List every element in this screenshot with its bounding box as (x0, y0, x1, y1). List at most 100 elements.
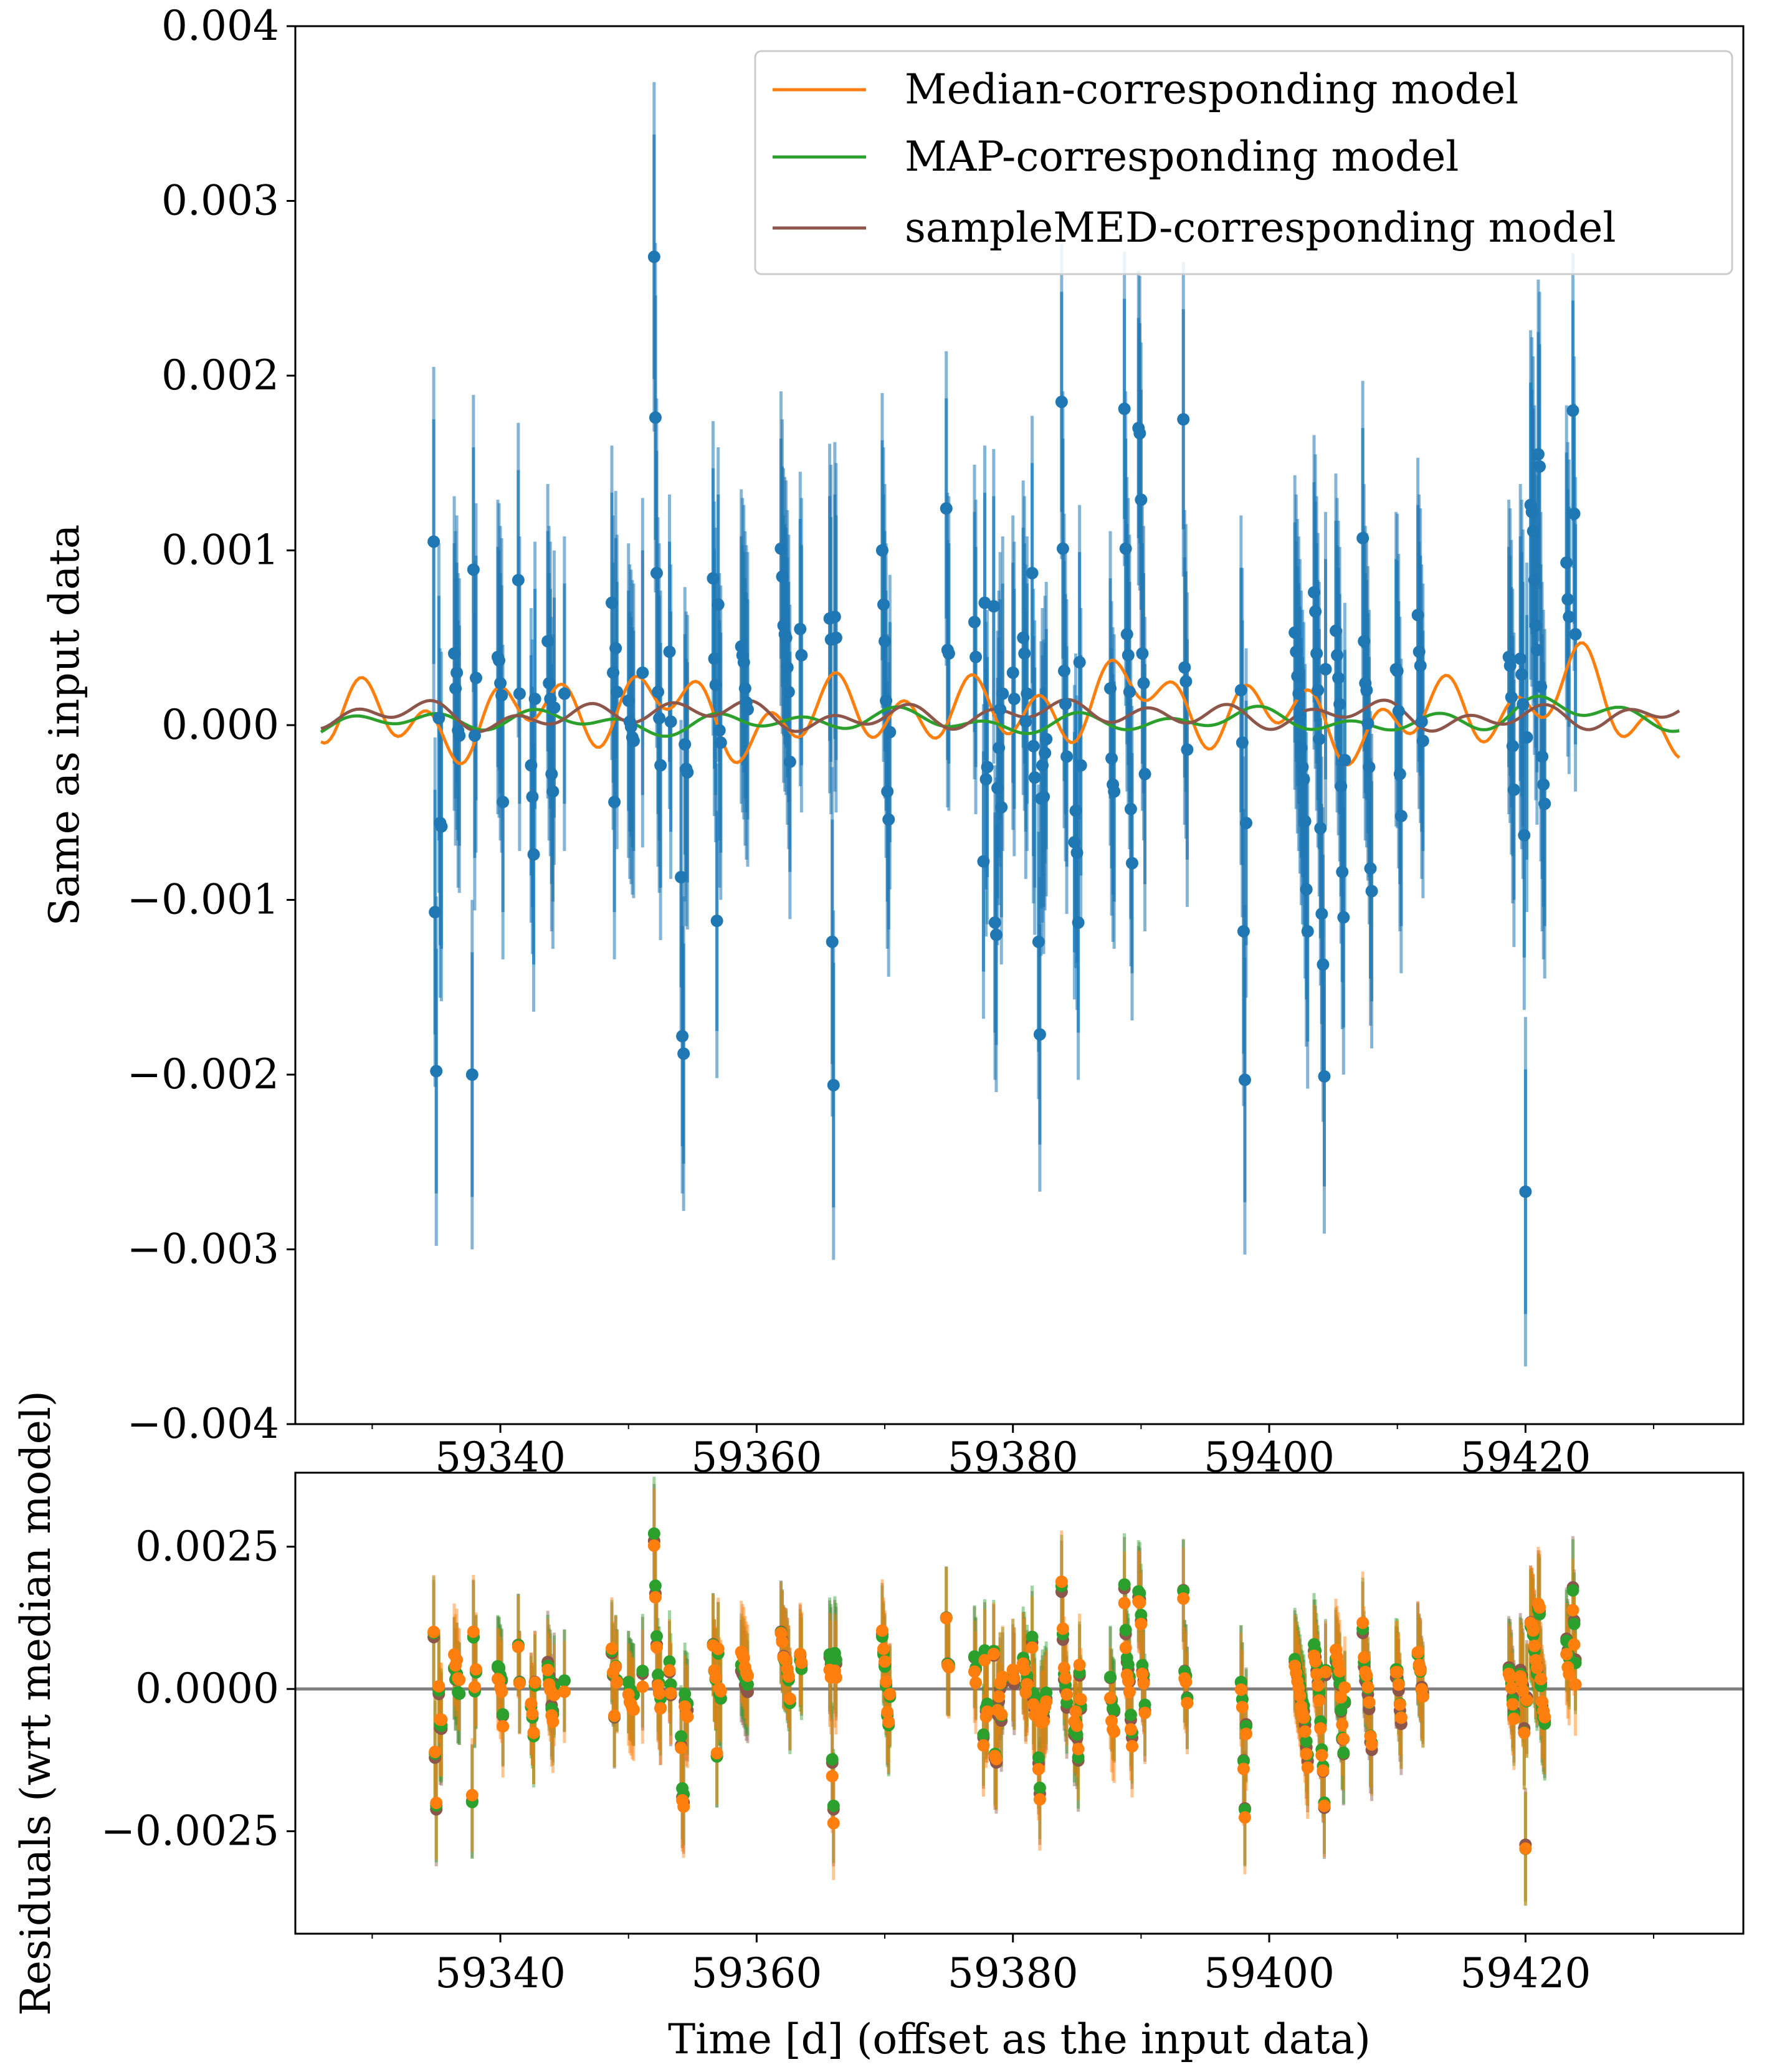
residual-point-s2-67 (737, 1651, 750, 1665)
data-point-98 (969, 650, 983, 663)
data-point-233 (1538, 797, 1551, 810)
data-point-189 (1335, 780, 1348, 793)
residual-point-s2-161 (1237, 1762, 1250, 1775)
residual-point-s1-99 (977, 1728, 990, 1741)
data-point-127 (1055, 396, 1068, 409)
residual-point-s2-102 (981, 1705, 994, 1718)
residual-point-s2-89 (879, 1655, 892, 1668)
data-point-147 (1124, 802, 1137, 815)
data-point-108 (994, 703, 1007, 716)
residual-point-s2-204 (1393, 1698, 1406, 1711)
residual-point-s2-142 (1118, 1597, 1131, 1610)
residual-point-s2-54 (677, 1800, 690, 1813)
residual-point-s1-86 (829, 1653, 842, 1666)
data-point-76 (781, 661, 794, 674)
residual-point-s2-221 (1520, 1694, 1533, 1707)
data-point-77 (782, 685, 795, 698)
top-ytick-label-1: −0.003 (127, 1225, 279, 1273)
data-point-187 (1332, 672, 1345, 685)
data-point-204 (1393, 767, 1406, 781)
data-point-14 (469, 672, 482, 685)
residual-point-s2-19 (497, 1720, 510, 1733)
residual-point-s2-178 (1312, 1679, 1325, 1692)
data-point-31 (548, 701, 561, 714)
residual-point-s2-100 (978, 1654, 991, 1667)
data-point-173 (1300, 883, 1313, 896)
data-point-7 (449, 682, 462, 695)
residual-point-s2-86 (829, 1671, 842, 1684)
residual-point-s2-203 (1392, 1678, 1405, 1691)
residual-point-s2-46 (650, 1641, 663, 1654)
residual-point-s2-184 (1319, 1665, 1332, 1678)
residual-point-s2-239 (1569, 1678, 1582, 1691)
residual-point-s2-110 (996, 1670, 1009, 1683)
data-point-42 (627, 734, 640, 748)
data-point-134 (1070, 846, 1084, 859)
residual-point-s2-137 (1074, 1693, 1087, 1706)
data-point-72 (776, 570, 789, 583)
top-xtick-label-0: 59340 (435, 1433, 566, 1481)
residual-point-s2-146 (1123, 1686, 1136, 1699)
data-point-236 (1563, 611, 1576, 624)
residual-point-s2-48 (653, 1687, 666, 1700)
data-point-94 (940, 502, 953, 515)
data-point-43 (636, 666, 649, 679)
top-ytick-label-8: 0.004 (161, 2, 279, 50)
residual-point-s2-193 (1356, 1616, 1369, 1629)
data-point-25 (528, 692, 541, 705)
residual-point-s2-188 (1333, 1665, 1346, 1678)
residual-point-s2-32 (558, 1685, 571, 1698)
residual-point-s2-160 (1236, 1701, 1249, 1714)
data-point-62 (712, 598, 725, 611)
residual-point-s2-157 (1179, 1675, 1193, 1688)
legend-label-samplemed: sampleMED-corresponding model (905, 204, 1616, 252)
data-point-161 (1237, 924, 1250, 938)
data-point-234 (1560, 556, 1573, 569)
residual-point-s1-238 (1568, 1617, 1581, 1630)
bottom-ytick-label-2: 0.0025 (135, 1523, 279, 1571)
residual-point-s2-136 (1073, 1658, 1086, 1671)
residual-point-s2-107 (993, 1690, 1006, 1703)
data-point-71 (774, 542, 788, 555)
data-point-142 (1118, 402, 1131, 416)
residual-point-s1-84 (827, 1799, 840, 1812)
data-point-212 (1503, 659, 1517, 672)
residual-point-s1-45 (649, 1579, 662, 1592)
data-point-83 (826, 935, 839, 948)
residual-point-s2-190 (1336, 1718, 1349, 1731)
bottom-xtick-label-0: 59340 (435, 1949, 566, 1997)
residual-point-s2-135 (1072, 1742, 1085, 1756)
data-point-97 (968, 615, 981, 629)
data-point-123 (1036, 759, 1049, 772)
residual-point-s2-220 (1519, 1842, 1532, 1855)
data-point-13 (468, 729, 481, 742)
data-point-216 (1514, 652, 1527, 665)
data-point-53 (676, 1030, 689, 1043)
residual-point-s2-114 (1018, 1663, 1031, 1676)
legend-label-median: Median-corresponding model (905, 65, 1518, 113)
data-point-63 (713, 724, 726, 737)
data-point-6 (448, 647, 461, 660)
residual-point-s2-158 (1181, 1696, 1194, 1709)
data-point-107 (993, 741, 1006, 754)
data-point-16 (493, 654, 506, 667)
data-point-38 (622, 694, 635, 707)
top-ytick-label-4: 0.000 (161, 701, 279, 749)
data-point-196 (1360, 683, 1373, 696)
data-point-10 (453, 729, 466, 742)
data-point-99 (977, 855, 990, 868)
data-point-199 (1364, 862, 1377, 875)
data-point-139 (1105, 752, 1118, 765)
residual-point-s2-150 (1133, 1596, 1146, 1609)
data-point-175 (1308, 586, 1321, 599)
data-point-54 (677, 1047, 690, 1060)
data-point-78 (783, 755, 796, 768)
residual-point-s2-206 (1411, 1646, 1424, 1659)
data-point-102 (981, 761, 994, 774)
residual-point-s2-75 (779, 1653, 793, 1666)
residual-point-s1-10 (453, 1687, 466, 1700)
residual-point-s1-50 (663, 1655, 676, 1668)
residual-point-s2-189 (1335, 1691, 1348, 1704)
residual-point-s2-42 (627, 1703, 640, 1716)
